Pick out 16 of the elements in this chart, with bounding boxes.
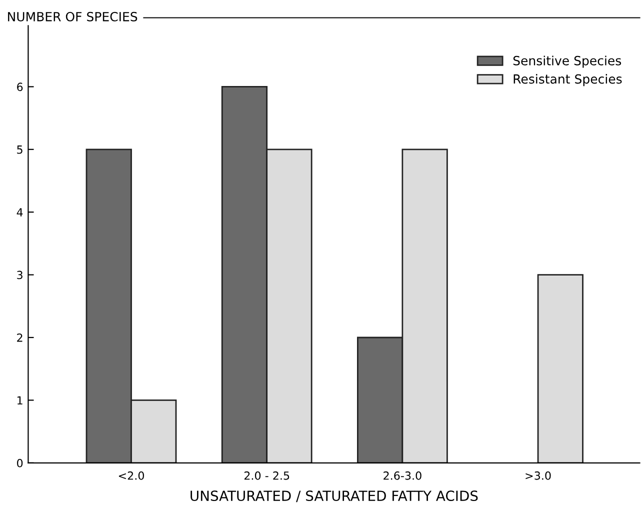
y-tick-label: 3 xyxy=(17,270,22,280)
x-tick-label: 2.0 - 2.5 xyxy=(244,471,290,480)
y-tick-label: 1 xyxy=(17,396,22,404)
y-tick-label: 6 xyxy=(17,82,23,92)
y-tick-label: 4 xyxy=(16,208,23,216)
x-tick-label: >3.0 xyxy=(526,471,551,480)
bar xyxy=(537,274,584,463)
legend-label: Sensitive Species xyxy=(513,56,622,68)
x-tick-label: 2.6-3.0 xyxy=(384,471,422,480)
legend-label: Resistant Species xyxy=(514,74,622,86)
y-tick-label: 2 xyxy=(17,333,22,342)
y-axis-title: NUMBER OF SPECIES xyxy=(8,12,138,22)
x-tick-label: <2.0 xyxy=(118,471,144,480)
y-tick-label: 5 xyxy=(17,146,22,154)
x-axis-title: UNSATURATED / SATURATED FATTY ACIDS xyxy=(190,490,478,502)
y-tick-label: 0 xyxy=(17,458,23,468)
